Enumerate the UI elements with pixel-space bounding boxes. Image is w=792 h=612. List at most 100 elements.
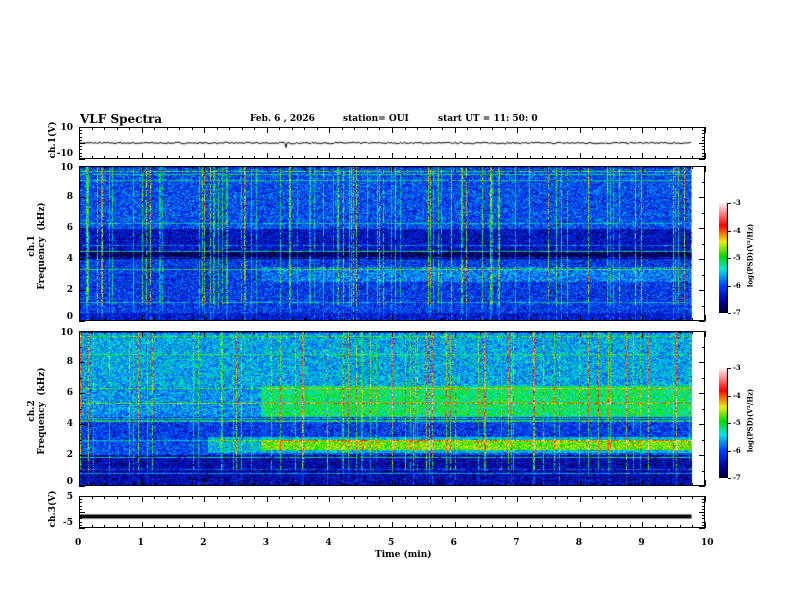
x-tick — [116, 483, 118, 486]
x-tick — [617, 331, 619, 334]
x-tick — [429, 483, 431, 486]
x-tick — [554, 496, 556, 499]
x-tick — [91, 318, 93, 321]
x-tick — [79, 315, 80, 321]
x-tick — [366, 127, 368, 130]
x-tick — [191, 331, 193, 334]
x-tick — [392, 496, 393, 502]
x-tick — [279, 156, 281, 159]
colorbar-tick — [728, 478, 731, 479]
x-tick — [629, 156, 631, 159]
x-tick — [329, 166, 331, 172]
x-tick — [266, 127, 268, 133]
x-tick — [417, 525, 419, 528]
x-tick — [454, 522, 456, 528]
x-tick — [354, 156, 356, 159]
x-tick — [517, 522, 519, 528]
x-tick — [354, 127, 356, 130]
y-tick — [79, 505, 82, 507]
x-tick — [705, 166, 706, 172]
y-tick-label: 10 — [60, 328, 73, 338]
y-tick-label: 6 — [66, 387, 73, 398]
x-tick — [179, 483, 181, 486]
x-tick — [417, 483, 419, 486]
x-tick — [554, 525, 556, 528]
y-tick — [79, 228, 85, 229]
x-tick — [667, 525, 669, 528]
x-tick — [592, 331, 594, 334]
x-tick — [354, 496, 356, 499]
x-tick — [354, 483, 356, 486]
x-tick — [642, 331, 644, 337]
x-tick — [329, 315, 331, 321]
y-tick-label: -10 — [56, 149, 73, 159]
y-tick — [702, 439, 705, 441]
x-tick — [304, 525, 306, 528]
colorbar-tick — [728, 423, 731, 424]
x-tick — [479, 127, 481, 130]
x-tick — [429, 318, 431, 321]
y-tick — [699, 362, 705, 363]
y-tick — [79, 212, 82, 214]
y-tick — [699, 127, 705, 128]
x-tick — [579, 127, 581, 133]
colorbar-tick — [728, 230, 731, 232]
x-tick — [667, 166, 669, 169]
x-tick — [542, 483, 544, 486]
colorbar-tick-label: -4 — [733, 225, 741, 235]
x-tick — [366, 156, 368, 159]
x-tick — [141, 153, 143, 159]
x-tick — [316, 525, 318, 528]
y-tick — [702, 274, 705, 276]
x-tick — [554, 166, 556, 169]
y-tick — [699, 512, 705, 513]
x-tick — [291, 318, 293, 321]
x-tick — [679, 483, 681, 486]
x-tick — [604, 483, 606, 486]
x-tick — [241, 156, 243, 159]
x-tick — [341, 331, 343, 334]
x-tick — [504, 483, 506, 486]
x-tick — [692, 318, 694, 321]
x-tick — [417, 127, 419, 130]
x-tick — [679, 127, 681, 130]
x-tick — [467, 156, 469, 159]
x-tick — [604, 318, 606, 321]
x-tick — [216, 496, 218, 499]
x-tick — [129, 331, 131, 334]
y-tick — [702, 470, 705, 472]
colorbar-tick — [728, 450, 731, 452]
x-tick — [705, 480, 706, 486]
x-tick — [329, 496, 331, 502]
colorbar-tick — [728, 285, 731, 287]
x-tick — [191, 525, 193, 528]
x-tick — [254, 331, 256, 334]
x-tick — [667, 483, 669, 486]
x-tick — [129, 483, 131, 486]
x-tick — [642, 496, 644, 502]
x-tick — [629, 166, 631, 169]
x-tick — [617, 483, 619, 486]
y-tick — [702, 502, 705, 504]
x-tick — [504, 331, 506, 334]
y-tick — [79, 149, 82, 151]
x-tick — [567, 156, 569, 159]
y-tick-label: 6 — [66, 222, 73, 233]
x-tick — [392, 331, 393, 337]
x-tick — [554, 331, 556, 334]
y-tick — [702, 139, 705, 141]
x-tick — [442, 318, 444, 321]
y-tick — [702, 499, 705, 501]
x-tick — [279, 166, 281, 169]
x-tick — [667, 127, 669, 130]
y-tick — [79, 127, 85, 128]
x-tick — [567, 525, 569, 528]
x-tick — [166, 156, 168, 159]
x-tick — [705, 522, 706, 528]
y-tick-label: 4 — [66, 418, 73, 429]
x-tick — [241, 331, 243, 334]
x-tick — [154, 525, 156, 528]
x-tick — [379, 318, 381, 321]
colorbar-tick — [728, 395, 731, 397]
x-tick — [379, 166, 381, 169]
